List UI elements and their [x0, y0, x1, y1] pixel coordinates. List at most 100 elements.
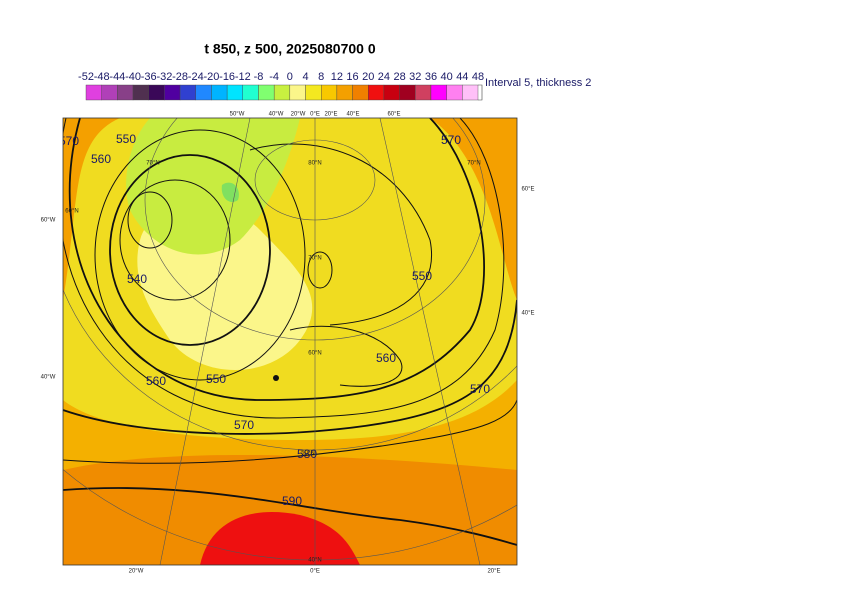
graticule-label: 0°E: [310, 569, 320, 575]
colorbar-box: [242, 84, 259, 101]
colorbar-box: [179, 84, 196, 101]
colorbar-box: [415, 84, 432, 101]
colorbar-box: [336, 84, 353, 101]
graticule-label: 60°W: [41, 218, 56, 224]
colorbar-box: [85, 84, 102, 101]
colorbar-box: [430, 84, 447, 101]
colorbar-label: -52: [78, 71, 94, 83]
colorbar-box: [368, 84, 385, 101]
colorbar-box: [462, 84, 479, 101]
contour: [307, 251, 333, 289]
contour-label: 580: [297, 447, 317, 461]
colorbar-label: -4: [269, 71, 279, 83]
graticule-label: 70°N: [146, 161, 159, 167]
colorbar-label: -32: [156, 71, 172, 83]
colorbar-box: [399, 84, 416, 101]
colorbar-box: [195, 84, 212, 101]
colorbar-label: 4: [302, 71, 308, 83]
contour: [63, 299, 517, 435]
colorbar-box: [132, 84, 149, 101]
colorbar-box: [273, 84, 291, 101]
contour-label: 570: [234, 418, 254, 432]
colorbar-label: 28: [393, 71, 405, 83]
title: t 850, z 500, 2025080700 0: [204, 41, 375, 57]
contour-label: 590: [282, 494, 302, 508]
colorbar-box: [321, 84, 338, 101]
colorbar-box: [101, 84, 118, 101]
colorbar-box: [148, 84, 165, 101]
parallel: [63, 468, 517, 561]
graticule-label: 60°N: [308, 351, 321, 357]
meridian: [379, 118, 481, 565]
colorbar-box: [352, 84, 369, 101]
contour-label: 560: [146, 374, 166, 388]
contour: [249, 143, 432, 326]
contour-label: 560: [91, 152, 111, 166]
graticule-label: 0°E: [310, 112, 320, 118]
contour: [94, 129, 306, 381]
graticule-label: 40°W: [41, 375, 56, 381]
contour-label: 550: [206, 372, 226, 386]
colorbar-box: [226, 84, 243, 101]
graticule-label: 20°W: [291, 112, 306, 118]
colorbar: -52 -48 -44 -40 -36 -32 -28 -24 -20 -16 -12 -8 -4 0 4 8…: [78, 71, 484, 101]
colorbar-box: [383, 84, 400, 101]
colorbar-label: 8: [318, 71, 324, 83]
parallel: [63, 288, 517, 451]
graticule-label: 40°E: [346, 112, 359, 118]
warm-area: [63, 118, 120, 300]
graticule-label: 50°N: [301, 451, 314, 457]
colorbar-box: [258, 84, 275, 101]
contour-label: 570: [470, 382, 490, 396]
warm-area: [430, 118, 517, 300]
colorbar-label: -20: [203, 71, 219, 83]
colorbar-label: 24: [378, 71, 390, 83]
colorbar-label: -36: [141, 71, 157, 83]
colorbar-label: -44: [109, 71, 125, 83]
map: 570 560 550 540 560 550 570 580 590 570 …: [59, 118, 517, 565]
graticule-label: 60°N: [65, 209, 78, 215]
contour-label: 570: [59, 134, 79, 148]
contour: [289, 325, 403, 387]
graticule-label: 60°E: [521, 187, 534, 193]
colorbar-label: -8: [254, 71, 264, 83]
colorbar-label: 12: [331, 71, 343, 83]
colorbar-box: [211, 84, 228, 101]
colorbar-box: [289, 84, 306, 101]
legend-note: Interval 5, thickness 2: [485, 77, 591, 89]
contour: [68, 118, 485, 401]
marker: [273, 375, 279, 381]
colorbar-label: 36: [425, 71, 437, 83]
colorbar-box: [305, 84, 322, 101]
colorbar-label: 20: [362, 71, 374, 83]
colorbar-label: 32: [409, 71, 421, 83]
colorbar-label: -24: [188, 71, 204, 83]
contour: [63, 118, 505, 419]
parallel: [254, 139, 376, 221]
contour: [127, 191, 173, 249]
graticule-label: 20°E: [487, 569, 500, 575]
graticule-label: 50°W: [230, 112, 245, 118]
meridian: [159, 118, 251, 565]
cold-area: [126, 118, 300, 255]
colorbar-box: [164, 84, 181, 101]
colorbar-label: -48: [94, 71, 110, 83]
contour-label: 570: [441, 133, 461, 147]
graticule-label: 40°E: [521, 311, 534, 317]
contour: [119, 179, 231, 301]
graticule-label: 20°E: [324, 112, 337, 118]
graticule-label: 80°N: [308, 161, 321, 167]
graticule: [63, 118, 517, 565]
warm-area: [63, 118, 517, 565]
graticule-label: 60°E: [387, 112, 400, 118]
graticule-label: 20°W: [129, 569, 144, 575]
colorbar-label: -28: [172, 71, 188, 83]
cold-core: [221, 182, 239, 203]
contour-label: 560: [376, 351, 396, 365]
graticule-label: 40°N: [308, 558, 321, 564]
graticule-label: 70°N: [308, 256, 321, 262]
contour-label: 550: [116, 132, 136, 146]
colorbar-bracket: [478, 84, 483, 101]
contour: [109, 154, 271, 346]
